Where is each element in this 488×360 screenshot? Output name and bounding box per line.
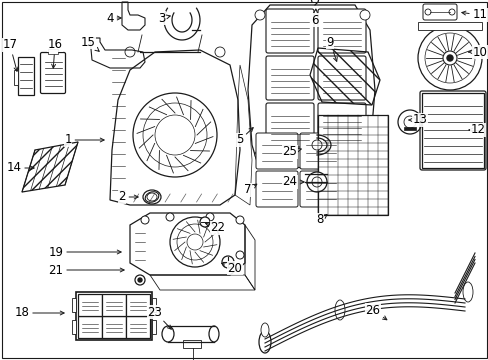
Text: 11: 11 xyxy=(461,9,487,22)
Circle shape xyxy=(236,251,244,259)
Bar xyxy=(126,316,150,338)
Circle shape xyxy=(254,150,264,160)
Bar xyxy=(76,292,152,340)
Circle shape xyxy=(311,177,321,187)
Bar xyxy=(78,294,102,316)
Ellipse shape xyxy=(162,326,174,342)
Text: 14: 14 xyxy=(6,162,34,175)
Ellipse shape xyxy=(208,326,219,342)
Ellipse shape xyxy=(142,190,161,204)
Circle shape xyxy=(215,47,224,57)
Ellipse shape xyxy=(334,300,345,320)
Circle shape xyxy=(446,55,452,61)
Circle shape xyxy=(359,10,369,20)
Circle shape xyxy=(359,150,369,160)
Text: 18: 18 xyxy=(15,306,64,320)
FancyBboxPatch shape xyxy=(41,53,65,94)
Circle shape xyxy=(403,116,415,128)
Text: 26: 26 xyxy=(365,303,386,320)
FancyBboxPatch shape xyxy=(256,133,297,169)
Bar xyxy=(14,70,18,85)
Circle shape xyxy=(397,110,421,134)
Bar xyxy=(152,320,156,334)
Text: 8: 8 xyxy=(316,213,326,226)
Bar xyxy=(403,127,415,130)
Text: 22: 22 xyxy=(205,221,225,234)
Text: 1: 1 xyxy=(64,134,104,147)
Ellipse shape xyxy=(261,323,268,337)
Circle shape xyxy=(306,172,326,192)
Bar xyxy=(417,22,481,30)
Circle shape xyxy=(200,217,209,227)
Text: 19: 19 xyxy=(48,246,121,258)
Bar xyxy=(317,115,387,215)
Text: 7: 7 xyxy=(244,184,256,197)
Circle shape xyxy=(417,26,481,90)
Circle shape xyxy=(236,216,244,224)
Circle shape xyxy=(165,213,174,221)
Text: 16: 16 xyxy=(47,39,62,68)
Circle shape xyxy=(424,9,430,15)
Text: 20: 20 xyxy=(221,261,242,274)
FancyBboxPatch shape xyxy=(422,4,456,20)
Text: 9: 9 xyxy=(325,36,337,61)
Bar xyxy=(102,316,126,338)
Bar xyxy=(126,294,150,316)
Circle shape xyxy=(125,47,135,57)
FancyBboxPatch shape xyxy=(317,56,365,100)
Bar xyxy=(48,49,58,54)
Text: 15: 15 xyxy=(81,36,99,51)
Circle shape xyxy=(138,278,142,282)
FancyBboxPatch shape xyxy=(299,133,341,169)
Text: 25: 25 xyxy=(282,145,301,158)
FancyBboxPatch shape xyxy=(265,56,313,100)
Circle shape xyxy=(205,213,214,221)
Bar xyxy=(72,298,76,312)
Ellipse shape xyxy=(147,193,157,201)
FancyBboxPatch shape xyxy=(265,103,313,147)
Circle shape xyxy=(311,140,321,150)
Text: 6: 6 xyxy=(311,9,318,27)
Ellipse shape xyxy=(259,331,270,353)
Text: 23: 23 xyxy=(147,306,171,329)
FancyBboxPatch shape xyxy=(299,171,341,207)
Text: 2: 2 xyxy=(118,190,138,203)
Bar xyxy=(78,316,102,338)
Text: 17: 17 xyxy=(2,39,18,71)
Text: 5: 5 xyxy=(236,128,253,147)
Circle shape xyxy=(442,51,456,65)
Circle shape xyxy=(448,9,454,15)
Text: 12: 12 xyxy=(468,123,485,136)
Text: 13: 13 xyxy=(408,113,427,126)
FancyBboxPatch shape xyxy=(317,103,365,147)
Bar xyxy=(152,298,156,312)
Bar xyxy=(18,57,34,95)
Text: 4: 4 xyxy=(106,12,121,24)
Text: 3: 3 xyxy=(158,12,170,24)
Circle shape xyxy=(424,33,474,83)
Bar xyxy=(183,340,201,348)
FancyBboxPatch shape xyxy=(256,171,297,207)
Bar xyxy=(421,93,483,168)
Text: 21: 21 xyxy=(48,264,124,276)
Bar xyxy=(102,294,126,316)
Bar xyxy=(72,320,76,334)
Text: 24: 24 xyxy=(282,175,304,189)
Circle shape xyxy=(222,256,234,268)
Circle shape xyxy=(254,10,264,20)
Circle shape xyxy=(141,216,149,224)
FancyBboxPatch shape xyxy=(317,9,365,53)
Ellipse shape xyxy=(462,282,472,302)
Circle shape xyxy=(135,275,145,285)
Text: 10: 10 xyxy=(468,45,487,58)
FancyBboxPatch shape xyxy=(265,9,313,53)
